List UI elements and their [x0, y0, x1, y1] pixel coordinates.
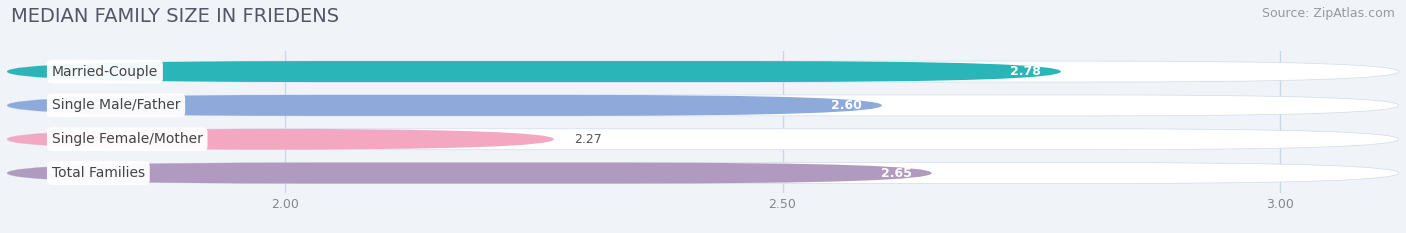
FancyBboxPatch shape	[7, 61, 1399, 82]
FancyBboxPatch shape	[7, 61, 1062, 82]
FancyBboxPatch shape	[7, 95, 1399, 116]
FancyBboxPatch shape	[7, 129, 1399, 150]
Text: 2.65: 2.65	[882, 167, 911, 180]
Text: Total Families: Total Families	[52, 166, 145, 180]
Text: 2.78: 2.78	[1010, 65, 1040, 78]
Text: 2.27: 2.27	[574, 133, 602, 146]
Text: Single Female/Mother: Single Female/Mother	[52, 132, 202, 146]
Text: Source: ZipAtlas.com: Source: ZipAtlas.com	[1261, 7, 1395, 20]
FancyBboxPatch shape	[7, 163, 932, 184]
FancyBboxPatch shape	[7, 129, 554, 150]
FancyBboxPatch shape	[7, 163, 1399, 184]
FancyBboxPatch shape	[7, 95, 882, 116]
Text: MEDIAN FAMILY SIZE IN FRIEDENS: MEDIAN FAMILY SIZE IN FRIEDENS	[11, 7, 339, 26]
Text: Married-Couple: Married-Couple	[52, 65, 157, 79]
Text: 2.60: 2.60	[831, 99, 862, 112]
Text: Single Male/Father: Single Male/Father	[52, 98, 180, 112]
